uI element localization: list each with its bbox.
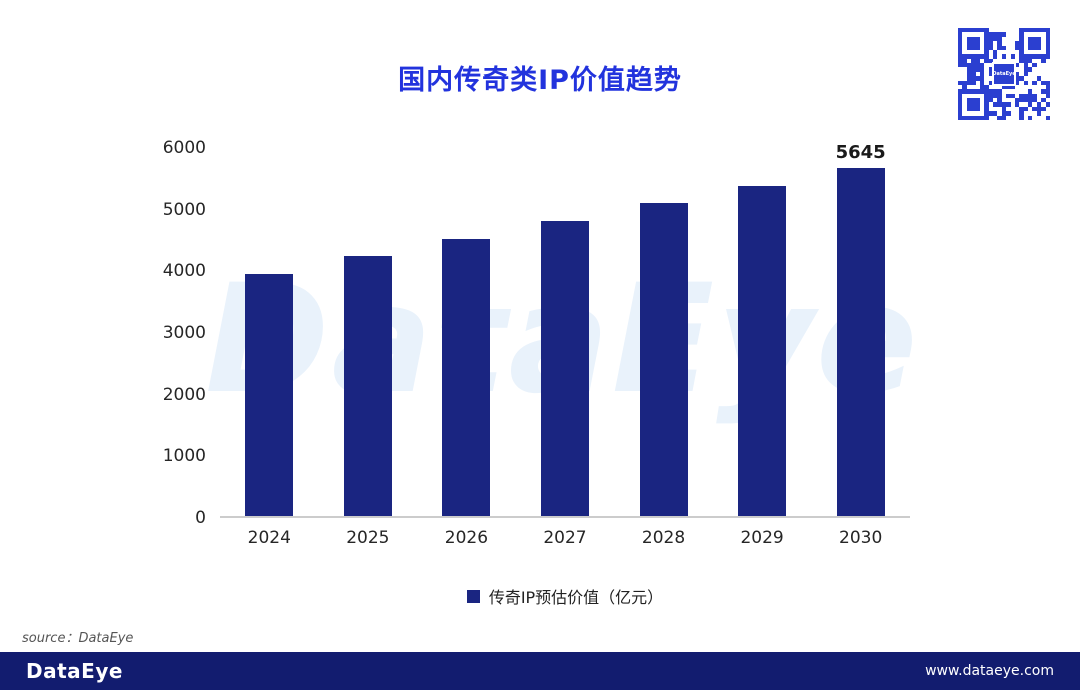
x-tick-label: 2024 [247, 528, 291, 548]
y-tick-label: 5000 [162, 199, 206, 220]
footer-logo: DataEye [26, 659, 123, 683]
bar-column [322, 148, 414, 516]
bar-column [716, 148, 808, 516]
qr-pattern [958, 28, 1050, 120]
x-tick-label: 2030 [839, 528, 883, 548]
bar-value-label: 5645 [835, 141, 886, 163]
chart-area: 0 1000 2000 3000 4000 5000 6000 5645 [150, 138, 910, 528]
footer-bar: DataEye www.dataeye.com [0, 652, 1080, 690]
x-axis-labels: 2024 2025 2026 2027 2028 2029 2030 [220, 528, 910, 548]
plot-area: 5645 [220, 142, 910, 518]
y-tick-label: 4000 [162, 261, 206, 282]
page-title: 国内传奇类IP价值趋势 [398, 65, 682, 96]
bar-2028 [639, 203, 688, 516]
bar-column [420, 148, 512, 516]
legend-label: 传奇IP预估价值（亿元） [488, 588, 664, 607]
y-tick-label: 2000 [162, 384, 206, 405]
source-note: source：DataEye [22, 631, 134, 646]
bar-2029 [738, 186, 787, 516]
bar-column [223, 148, 315, 516]
y-axis: 0 1000 2000 3000 4000 5000 6000 [150, 138, 220, 528]
legend: 传奇IP预估价值（亿元） [220, 584, 910, 608]
bar-column [618, 148, 710, 516]
y-tick-label: 0 [195, 508, 206, 528]
qr-code: DataEye [958, 28, 1050, 120]
x-tick-label: 2028 [641, 528, 686, 548]
y-tick-label: 6000 [162, 138, 206, 158]
x-tick-label: 2025 [346, 528, 390, 548]
legend-swatch [466, 589, 480, 603]
footer-url: www.dataeye.com [925, 663, 1054, 679]
bar-column: 5645 [815, 142, 907, 516]
x-tick-label: 2026 [444, 528, 489, 548]
y-tick-label: 1000 [162, 446, 206, 467]
x-tick-label: 2027 [543, 528, 587, 548]
bar-2026 [442, 238, 491, 516]
bar-2024 [245, 274, 294, 516]
bar-2030 [836, 167, 885, 516]
y-tick-label: 3000 [162, 323, 206, 343]
bar-2025 [343, 256, 392, 516]
qr-center-logo: DataEye [992, 62, 1016, 86]
x-tick-label: 2029 [740, 528, 784, 548]
bar-2027 [540, 221, 589, 516]
bar-column [519, 148, 611, 516]
